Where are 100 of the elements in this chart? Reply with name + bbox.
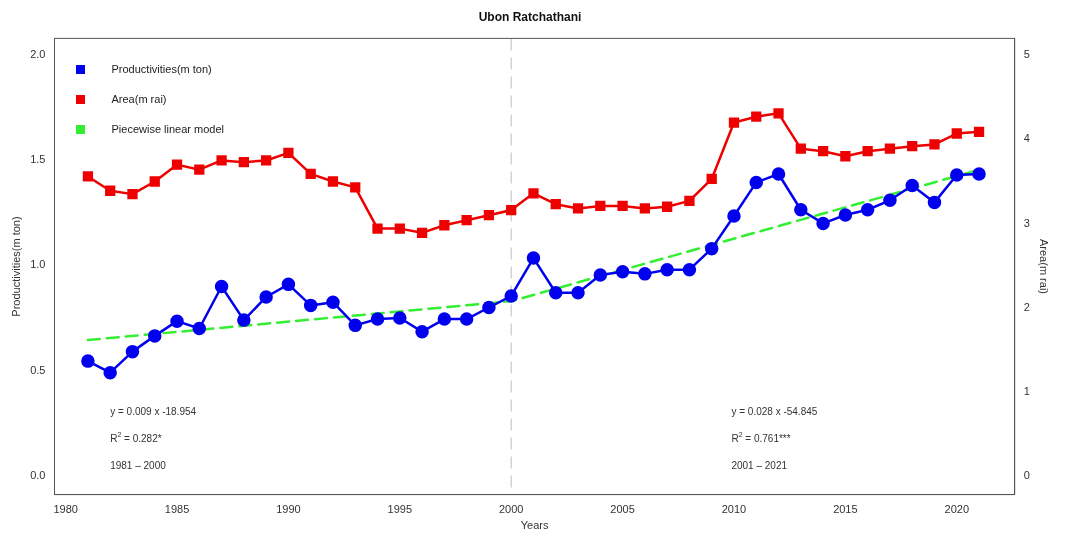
point [593,268,608,282]
x-tick-label: 2020 [944,503,969,516]
point [281,277,296,292]
point [862,146,873,157]
point [973,126,985,137]
point [127,188,138,200]
annotation: 2001 – 2021 [731,460,788,472]
x-tick-label: 1990 [276,503,301,516]
point [615,265,630,279]
chart-title: Ubon Ratchathani [478,9,582,24]
y-tick-label: 2.0 [30,48,46,61]
point [237,313,251,327]
point [303,298,318,313]
point [105,185,116,196]
point [528,188,539,199]
point [194,164,205,175]
point [706,173,717,185]
point [883,193,897,208]
point [259,290,273,304]
point [549,286,563,300]
point [571,286,585,300]
point [795,143,806,154]
y-tick-label: 1.0 [30,258,46,271]
point [149,176,160,187]
point [816,216,830,231]
point [261,155,272,166]
x-tick-label: 2015 [833,503,858,516]
legend-label: Piecewise linear model [111,122,224,138]
point [682,262,697,277]
x-tick-label: 1995 [387,503,413,516]
point [483,210,495,221]
point [305,168,316,180]
point [727,209,741,223]
point [794,202,808,217]
x-tick-label: 2000 [498,503,524,516]
point [125,344,140,359]
point [749,175,764,190]
point [662,201,673,212]
annotation: y = 0.009 x -18.954 [110,406,197,418]
point [771,167,786,181]
point [416,227,428,238]
x-tick-label: 2010 [721,503,747,516]
legend-label: Area(m rai) [111,92,167,108]
annotation: 1981 – 2000 [110,460,167,472]
y-axis-title: Productivities(m ton) [9,216,22,317]
point [372,223,383,234]
x-axis-title: Years [520,519,549,532]
point [929,139,940,150]
point [103,365,117,380]
point [617,200,628,212]
point [504,289,518,303]
point [393,311,407,325]
point [905,178,919,193]
point [817,146,829,157]
y2-tick-label: 4 [1023,132,1030,145]
point [550,199,561,210]
point [506,204,517,216]
point [840,151,851,162]
y-tick-label: 1.5 [30,153,46,166]
point [482,300,496,315]
point [238,156,249,168]
point [638,267,652,281]
point [884,143,896,154]
y2-tick-label: 1 [1023,384,1030,397]
point [951,128,962,139]
point [82,171,94,182]
point [526,251,541,265]
point [838,208,853,222]
point [350,182,361,193]
point [684,195,695,206]
point [751,111,762,122]
point [216,155,227,166]
x-tick-label: 2005 [610,503,635,516]
point [728,117,740,128]
y2-tick-label: 0 [1023,469,1030,482]
point [437,312,452,326]
point [370,312,385,326]
point [214,279,229,294]
point [907,141,918,152]
point [439,220,450,231]
legend-label: Productivities(m ton) [111,62,212,78]
point [773,108,784,119]
point [972,167,986,181]
point [639,203,650,214]
annotation: y = 0.028 x -54.845 [731,406,818,418]
point [170,314,184,328]
y-tick-label: 0.5 [30,363,46,376]
point [461,215,472,226]
point [326,295,340,309]
y2-tick-label: 2 [1023,300,1030,313]
y2-axis-title: Area(m rai) [1038,238,1051,295]
point [459,312,474,326]
x-tick-label: 1985 [164,503,190,516]
x-tick-label: 1980 [53,503,78,516]
point [192,321,207,336]
point [927,195,942,210]
point [572,203,584,214]
point [283,147,294,159]
point [860,202,875,217]
y-tick-label: 0.0 [30,468,46,481]
